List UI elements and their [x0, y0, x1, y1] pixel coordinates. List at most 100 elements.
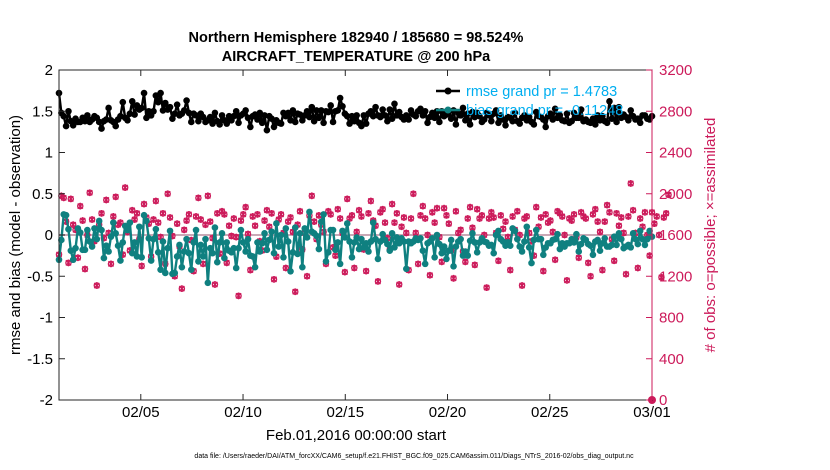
obs-assimilated-point — [86, 189, 93, 197]
obs-assimilated-point — [630, 206, 637, 214]
obs-assimilated-point — [311, 218, 318, 225]
bias-point — [339, 227, 346, 235]
obs-assimilated-point — [403, 229, 410, 237]
rmse-point — [69, 121, 77, 129]
obs-assimilated-point — [533, 203, 540, 211]
rmse-point — [431, 114, 438, 122]
bias-point — [256, 248, 264, 255]
bias-point — [433, 231, 441, 239]
bias-point — [213, 258, 221, 266]
obs-assimilated-point — [419, 202, 426, 210]
bias-point — [107, 233, 115, 240]
rmse-point — [509, 117, 516, 125]
obs-assimilated-point — [514, 207, 521, 215]
bias-point — [511, 227, 519, 235]
rmse-point — [199, 113, 207, 121]
bias-point — [402, 265, 410, 273]
obs-assimilated-point — [570, 210, 578, 218]
rmse-point — [462, 117, 469, 124]
bias-point — [294, 250, 301, 258]
obs-assimilated-point — [308, 192, 315, 200]
bias-point — [136, 223, 143, 231]
obs-assimilated-point — [606, 208, 613, 216]
rmse-point — [412, 112, 420, 120]
rmse-point — [258, 119, 266, 127]
obs-assimilated-point — [634, 264, 641, 272]
obs-assimilated-point — [112, 193, 119, 201]
bias-point — [438, 249, 446, 257]
obs-assimilated-point — [110, 213, 117, 220]
bias-point — [646, 227, 653, 235]
obs-assimilated-point — [665, 191, 672, 199]
bias-point — [164, 244, 171, 252]
obs-assimilated-point — [523, 213, 530, 220]
bias-point — [634, 240, 642, 248]
obs-assimilated-point — [230, 215, 237, 222]
bias-point — [173, 253, 181, 260]
obs-assimilated-point — [651, 220, 658, 228]
rmse-point — [218, 112, 226, 119]
rmse-point — [492, 107, 500, 114]
bias-point — [98, 226, 105, 234]
y-right-tick-label: 0 — [659, 392, 667, 409]
rmse-point — [60, 112, 68, 120]
rmse-point — [391, 100, 398, 108]
bias-point — [239, 239, 247, 246]
rmse-point — [495, 119, 502, 127]
y-left-tick-label: 1.5 — [32, 103, 53, 120]
bias-point — [249, 253, 257, 260]
obs-assimilated-point — [365, 209, 372, 217]
rmse-point — [480, 116, 488, 123]
bias-point — [147, 257, 155, 264]
obs-assimilated-point — [575, 254, 582, 262]
bias-point — [291, 224, 299, 231]
obs-assimilated-point — [282, 264, 289, 272]
obs-assimilated-point — [204, 192, 211, 200]
obs-assimilated-point — [133, 209, 141, 217]
bias-point — [599, 239, 606, 247]
rmse-point — [277, 120, 285, 127]
rmse-point — [343, 112, 351, 120]
rmse-point — [206, 113, 214, 121]
bias-point — [471, 239, 479, 246]
obs-assimilated-point — [98, 209, 105, 217]
bias-point — [100, 254, 108, 262]
y-left-tick-label: -1.5 — [27, 351, 53, 368]
obs-assimilated-point — [561, 231, 568, 239]
rmse-point — [516, 120, 523, 127]
obs-assimilated-point — [178, 285, 185, 293]
x-axis-label: Feb.01,2016 00:00:00 start — [266, 427, 447, 444]
obs-assimilated-point — [641, 208, 648, 216]
bias-point — [573, 230, 580, 238]
bias-point — [388, 230, 396, 237]
obs-assimilated-point — [81, 265, 89, 273]
bias-point — [365, 248, 372, 255]
obs-assimilated-point — [355, 206, 363, 214]
bias-point — [601, 235, 609, 242]
rmse-point — [488, 117, 495, 125]
y-axis-left-label: rmse and bias (model - observation) — [7, 115, 24, 355]
bias-point — [209, 249, 216, 257]
bias-point — [336, 260, 344, 268]
y-left-tick-label: -1 — [40, 310, 53, 327]
obs-assimilated-point — [233, 233, 240, 241]
rmse-point — [577, 106, 585, 113]
obs-assimilated-point — [393, 209, 400, 217]
obs-assimilated-point — [585, 259, 592, 267]
bias-point — [419, 247, 427, 254]
bias-point — [299, 263, 306, 271]
bias-point — [72, 244, 79, 252]
y-left-tick-label: 0.5 — [32, 186, 53, 203]
obs-assimilated-point — [450, 274, 457, 282]
obs-assimilated-point — [195, 194, 202, 202]
bias-point — [162, 269, 169, 277]
obs-assimilated-point — [117, 219, 124, 227]
obs-assimilated-point — [332, 252, 339, 260]
bias-point — [171, 269, 179, 277]
obs-assimilated-point — [174, 220, 181, 228]
obs-assimilated-point — [483, 284, 490, 291]
bias-point — [317, 218, 325, 226]
rmse-point — [613, 118, 620, 126]
rmse-point — [625, 117, 632, 124]
